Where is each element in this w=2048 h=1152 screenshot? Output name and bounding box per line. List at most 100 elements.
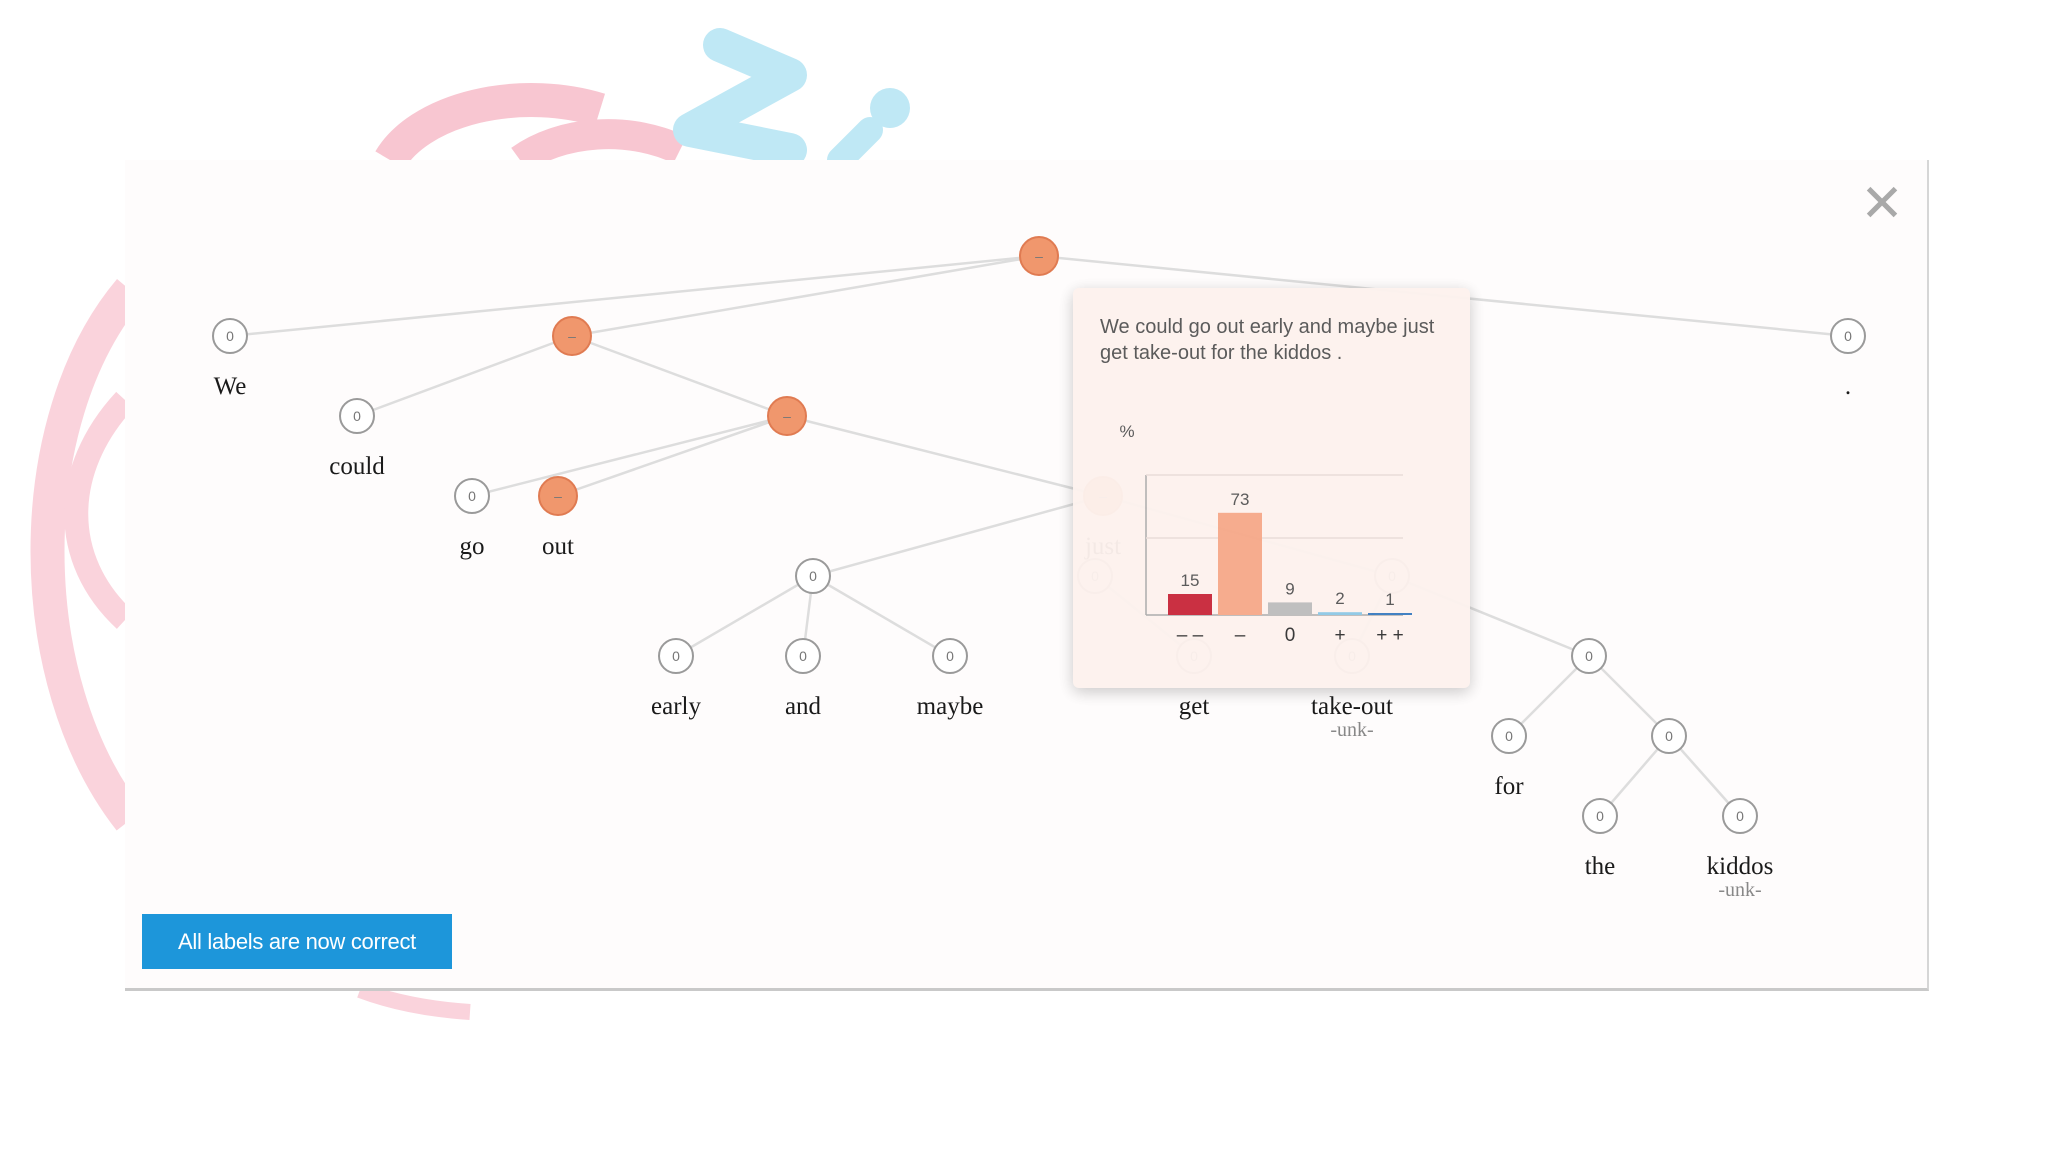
node-word: go <box>460 533 485 560</box>
node-circle[interactable] <box>1830 318 1866 354</box>
node-circle[interactable] <box>212 318 248 354</box>
node-sentiment-label: 0 <box>672 648 680 664</box>
tree-edge <box>229 254 1040 338</box>
tree-edge <box>812 574 951 658</box>
chart-value-label: 2 <box>1335 589 1344 608</box>
tree-node[interactable]: 0 We <box>212 318 248 400</box>
node-circle[interactable] <box>1722 798 1758 834</box>
node-sentiment-label: 0 <box>468 488 476 504</box>
tree-node[interactable]: 0. <box>1830 318 1866 400</box>
node-word: for <box>1494 773 1524 800</box>
node-circle[interactable] <box>658 638 694 674</box>
node-sentiment-label: – <box>1035 248 1043 264</box>
tree-node[interactable]: 0 for <box>1491 718 1527 800</box>
modal-panel <box>125 160 1929 991</box>
node-sentiment-label: 0 <box>799 648 807 664</box>
tree-node[interactable]: 0 <box>1651 718 1687 754</box>
node-circle[interactable] <box>1019 236 1059 276</box>
chart-bar <box>1318 612 1362 615</box>
tree-node[interactable]: – <box>767 396 807 436</box>
tree-edge <box>557 414 788 498</box>
tree-edge <box>356 334 573 418</box>
node-sentiment-label: – <box>554 488 562 504</box>
tree-node[interactable]: 0 the <box>1582 798 1618 880</box>
tree-edge <box>1508 655 1590 737</box>
tree-node[interactable]: 0 could <box>329 398 385 480</box>
tree-node[interactable]: 0 maybe <box>917 638 984 720</box>
node-word: maybe <box>917 693 984 720</box>
node-sentiment-label: 0 <box>1596 808 1604 824</box>
tree-node[interactable]: 0 early <box>651 638 701 720</box>
chart-category-label: 0 <box>1285 625 1296 646</box>
chart-bars: 15 – – 73 – 9 0 2 +1 + + <box>1168 490 1412 646</box>
node-circle[interactable] <box>795 558 831 594</box>
node-word: out <box>542 533 574 560</box>
node-word: the <box>1585 853 1616 880</box>
node-sentiment-label: 0 <box>946 648 954 664</box>
tree-node[interactable]: 0 <box>795 558 831 594</box>
node-word: . <box>1845 373 1851 400</box>
chart-category-label: + <box>1334 625 1345 646</box>
node-circle[interactable] <box>1571 638 1607 674</box>
chart-y-unit: % <box>1119 422 1134 441</box>
chart-value-label: 1 <box>1385 590 1394 609</box>
node-circle[interactable] <box>785 638 821 674</box>
node-sentiment-label: 0 <box>1585 648 1593 664</box>
node-circle[interactable] <box>1582 798 1618 834</box>
chart-bar <box>1168 594 1212 615</box>
node-word: get <box>1179 693 1210 720</box>
tree-node[interactable]: – <box>552 316 592 356</box>
tree-edge <box>571 254 1040 338</box>
node-sentiment-label: 0 <box>226 328 234 344</box>
all-labels-correct-button[interactable]: All labels are now correct <box>142 914 452 969</box>
chart-category-label: + + <box>1376 625 1403 646</box>
node-circle[interactable] <box>1491 718 1527 754</box>
chart-category-label: – – <box>1177 625 1204 646</box>
tree-edge <box>675 574 814 658</box>
tree-node[interactable]: 0 kiddos-unk- <box>1707 798 1774 901</box>
node-sentiment-label: 0 <box>1736 808 1744 824</box>
tree-node[interactable]: – out <box>538 476 578 560</box>
node-sentiment-label: 0 <box>1505 728 1513 744</box>
node-sentiment-label: 0 <box>1844 328 1852 344</box>
chart-bar <box>1368 613 1412 615</box>
node-word: could <box>329 453 385 480</box>
tree-edge <box>812 494 1104 578</box>
chart-bar <box>1268 602 1312 615</box>
node-circle[interactable] <box>538 476 578 516</box>
sentiment-distribution-chart: % 15 – – 73 – 9 0 2 +1 + + <box>1119 422 1412 646</box>
node-circle[interactable] <box>767 396 807 436</box>
node-circle[interactable] <box>552 316 592 356</box>
sentiment-tooltip: % 15 – – 73 – 9 0 2 +1 + + We could go out early… <box>1073 288 1470 688</box>
node-word: We <box>214 373 247 400</box>
node-word: early <box>651 693 701 720</box>
chart-bar <box>1218 512 1262 615</box>
tooltip-sentence: We could go out early and maybe just get… <box>1100 316 1435 364</box>
node-word: take-out <box>1311 693 1393 720</box>
node-sentiment-label: – <box>568 328 576 344</box>
chart-value-label: 9 <box>1285 579 1294 598</box>
tree-node[interactable]: – <box>1019 236 1059 276</box>
node-unk-marker: -unk- <box>1718 879 1761 901</box>
tree-node[interactable]: 0 and <box>785 638 822 720</box>
node-circle[interactable] <box>454 478 490 514</box>
node-sentiment-label: – <box>783 408 791 424</box>
tree-node[interactable]: 0 <box>1571 638 1607 674</box>
node-sentiment-label: 0 <box>809 568 817 584</box>
chart-category-label: – <box>1235 625 1246 646</box>
close-button[interactable]: ✕ <box>1860 174 1904 234</box>
node-unk-marker: -unk- <box>1330 719 1373 741</box>
node-sentiment-label: 0 <box>353 408 361 424</box>
chart-value-label: 73 <box>1231 490 1250 509</box>
tree-node[interactable]: 0 go <box>454 478 490 560</box>
node-sentiment-label: 0 <box>1665 728 1673 744</box>
node-word: kiddos <box>1707 853 1774 880</box>
node-circle[interactable] <box>1651 718 1687 754</box>
node-circle[interactable] <box>339 398 375 434</box>
node-circle[interactable] <box>932 638 968 674</box>
tree-edge <box>471 414 788 498</box>
node-word: and <box>785 693 822 720</box>
chart-value-label: 15 <box>1181 571 1200 590</box>
